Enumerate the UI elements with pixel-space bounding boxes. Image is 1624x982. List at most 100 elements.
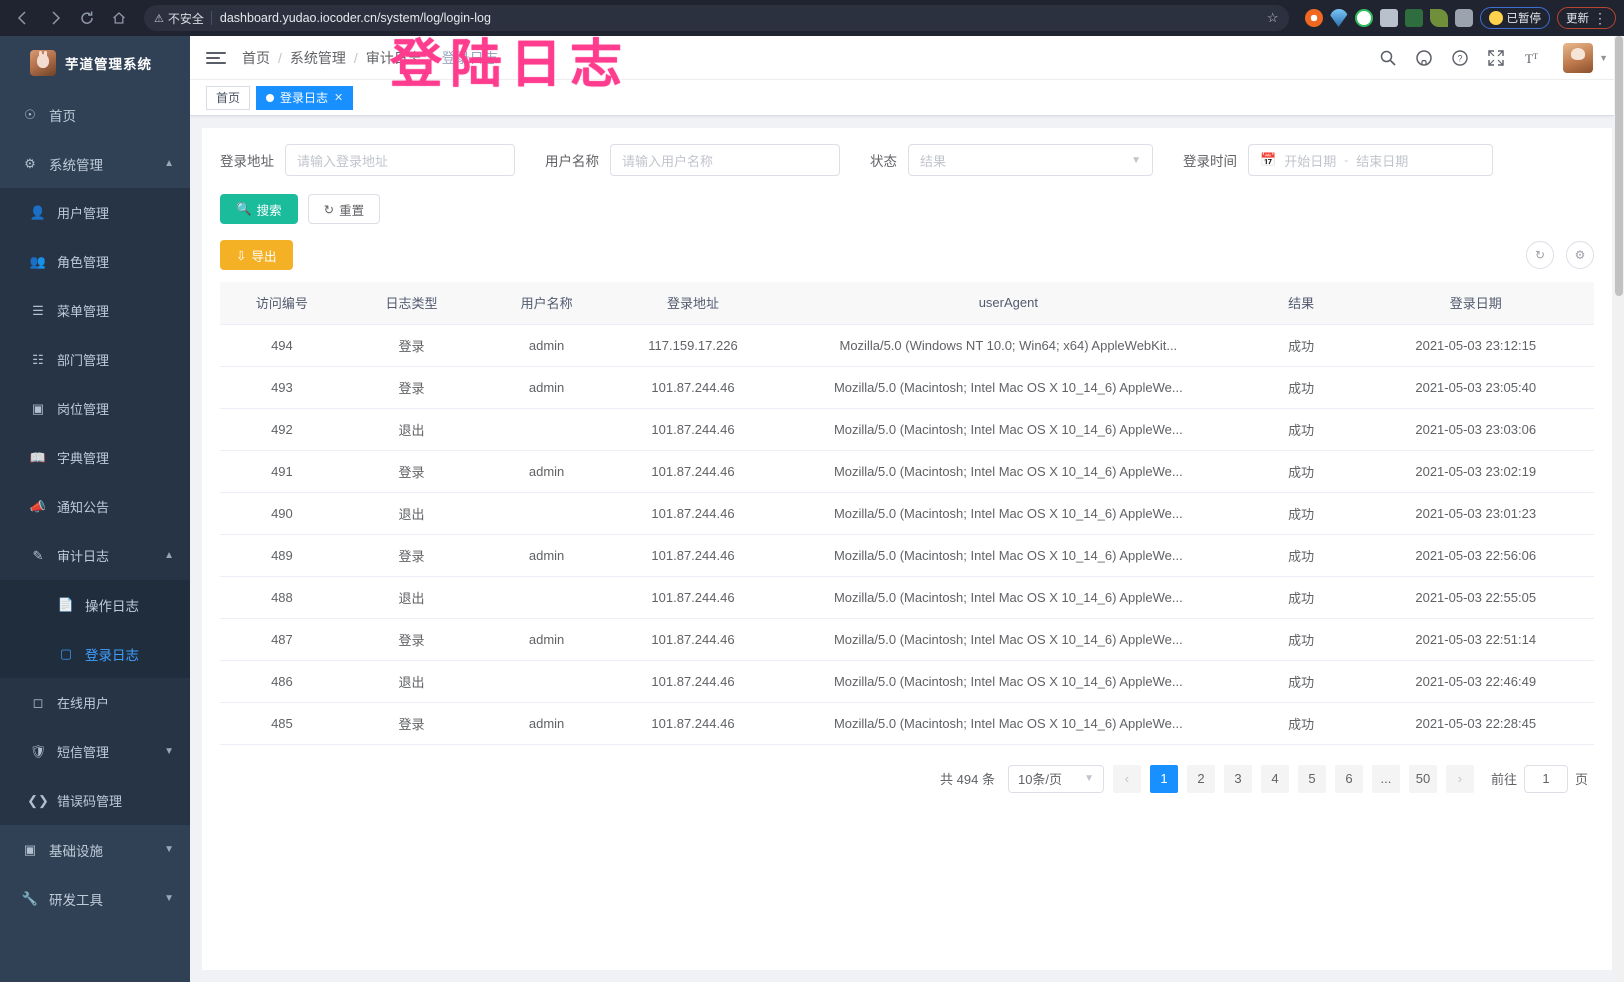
table-row[interactable]: 492 退出 101.87.244.46 Mozilla/5.0 (Macint… bbox=[220, 408, 1594, 451]
breadcrumb-item-audit[interactable]: 审计日志 bbox=[365, 49, 422, 66]
column-header-result[interactable]: 结果 bbox=[1244, 282, 1358, 325]
status-select[interactable]: 结果 ▼ bbox=[908, 144, 1153, 176]
breadcrumb-item-current: 登录日志 bbox=[441, 49, 498, 66]
brand-logo-row[interactable]: 芋道管理系统 bbox=[0, 36, 190, 90]
page-size-select[interactable]: 10条/页 ▼ bbox=[1007, 764, 1104, 793]
table-row[interactable]: 490 退出 101.87.244.46 Mozilla/5.0 (Macint… bbox=[220, 492, 1594, 535]
page-button-5[interactable]: 5 bbox=[1297, 764, 1326, 793]
page-button-2[interactable]: 2 bbox=[1186, 764, 1215, 793]
tab-label: 登录日志 bbox=[280, 91, 329, 105]
hamburger-icon[interactable] bbox=[206, 51, 226, 64]
forward-arrow-icon[interactable] bbox=[40, 3, 70, 33]
sidebar-item-error-code[interactable]: ❮❯ 错误码管理 bbox=[0, 776, 190, 825]
tab-login-log[interactable]: 登录日志 ✕ bbox=[256, 85, 354, 110]
sitemap-icon: ☷ bbox=[32, 351, 44, 367]
scrollbar-thumb[interactable] bbox=[1615, 36, 1623, 296]
github-icon[interactable] bbox=[1415, 49, 1433, 67]
login-address-input[interactable]: 请输入登录地址 bbox=[285, 144, 515, 176]
jump-page-input[interactable]: 1 bbox=[1523, 764, 1568, 793]
extension-leaf-icon[interactable] bbox=[1429, 9, 1448, 27]
sidebar-item-label: 系统管理 bbox=[49, 157, 103, 173]
fullscreen-icon[interactable] bbox=[1487, 49, 1505, 67]
browser-toolbar: ⚠ 不安全 dashboard.yudao.iocoder.cn/system/… bbox=[0, 0, 1624, 36]
update-chip[interactable]: 更新 ⋮ bbox=[1557, 7, 1616, 29]
extension-green-check-icon[interactable] bbox=[1354, 9, 1373, 27]
username-input[interactable]: 请输入用户名称 bbox=[610, 144, 840, 176]
address-bar[interactable]: ⚠ 不安全 dashboard.yudao.iocoder.cn/system/… bbox=[144, 5, 1289, 31]
extension-puzzle-icon[interactable] bbox=[1454, 9, 1473, 27]
reset-button[interactable]: ↻ 重置 bbox=[307, 194, 381, 224]
breadcrumb-item-home[interactable]: 首页 bbox=[242, 49, 270, 66]
sidebar-item-audit-log[interactable]: ✎ 审计日志 ▲ bbox=[0, 531, 190, 580]
column-header-ip[interactable]: 登录地址 bbox=[614, 282, 772, 325]
sidebar-item-notice[interactable]: 📣 通知公告 bbox=[0, 482, 190, 531]
extension-blue-doc-icon[interactable] bbox=[1379, 9, 1398, 27]
filter-form: 登录地址 请输入登录地址 用户名称 请输入用户名称 状态 bbox=[220, 144, 1594, 176]
star-icon[interactable]: ☆ bbox=[1266, 10, 1279, 25]
sidebar-item-sms-mgmt[interactable]: 🛡 短信管理 ▼ bbox=[0, 727, 190, 776]
back-arrow-icon[interactable] bbox=[8, 3, 38, 33]
sidebar-item-login-log[interactable]: ▢ 登录日志 bbox=[0, 629, 190, 678]
sidebar-item-role-mgmt[interactable]: 👥 角色管理 bbox=[0, 237, 190, 286]
table-row[interactable]: 489 登录 admin 101.87.244.46 Mozilla/5.0 (… bbox=[220, 534, 1594, 577]
table-row[interactable]: 493 登录 admin 101.87.244.46 Mozilla/5.0 (… bbox=[220, 366, 1594, 409]
search-button[interactable]: 🔍 搜索 bbox=[220, 194, 298, 224]
svg-text:T: T bbox=[1533, 52, 1538, 61]
sidebar-item-online-user[interactable]: ◻ 在线用户 bbox=[0, 678, 190, 727]
calendar-icon: 📅 bbox=[1260, 152, 1277, 167]
prev-page-button[interactable]: ‹ bbox=[1112, 764, 1141, 793]
reload-icon[interactable] bbox=[72, 3, 102, 33]
table-row[interactable]: 485 登录 admin 101.87.244.46 Mozilla/5.0 (… bbox=[220, 702, 1594, 745]
column-header-date[interactable]: 登录日期 bbox=[1357, 282, 1594, 325]
sidebar-item-dev-tools[interactable]: 🔧 研发工具 ▼ bbox=[0, 874, 190, 923]
home-icon[interactable] bbox=[104, 3, 134, 33]
settings-round-button[interactable]: ⚙ bbox=[1566, 241, 1594, 269]
page-button-4[interactable]: 4 bbox=[1260, 764, 1289, 793]
extension-diamond-icon[interactable] bbox=[1329, 9, 1348, 27]
sidebar-item-label: 通知公告 bbox=[57, 500, 110, 515]
page-ellipsis[interactable]: ... bbox=[1371, 764, 1400, 793]
sidebar-item-post-mgmt[interactable]: ▣ 岗位管理 bbox=[0, 384, 190, 433]
extension-bar: 已暂停 更新 ⋮ bbox=[1304, 7, 1616, 29]
table-row[interactable]: 488 退出 101.87.244.46 Mozilla/5.0 (Macint… bbox=[220, 576, 1594, 619]
page-button-50[interactable]: 50 bbox=[1408, 764, 1437, 793]
column-header-id[interactable]: 访问编号 bbox=[220, 282, 344, 325]
cell-id: 494 bbox=[220, 324, 344, 367]
extension-table-icon[interactable] bbox=[1404, 9, 1423, 27]
cell-result: 成功 bbox=[1244, 324, 1358, 367]
column-header-useragent[interactable]: userAgent bbox=[771, 282, 1245, 325]
table-row[interactable]: 486 退出 101.87.244.46 Mozilla/5.0 (Macint… bbox=[220, 660, 1594, 703]
export-button[interactable]: ⇩ 导出 bbox=[220, 240, 293, 270]
page-scrollbar[interactable] bbox=[1614, 36, 1624, 982]
table-row[interactable]: 491 登录 admin 101.87.244.46 Mozilla/5.0 (… bbox=[220, 450, 1594, 493]
login-time-daterange[interactable]: 📅 开始日期 - 结束日期 bbox=[1248, 144, 1493, 176]
column-header-type[interactable]: 日志类型 bbox=[343, 282, 480, 325]
sidebar-item-system[interactable]: ⚙ 系统管理 ▲ bbox=[0, 139, 190, 188]
sidebar-item-menu-mgmt[interactable]: ☰ 菜单管理 bbox=[0, 286, 190, 335]
paused-chip[interactable]: 已暂停 bbox=[1479, 7, 1550, 29]
sidebar-item-operate-log[interactable]: 📄 操作日志 bbox=[0, 580, 190, 629]
kebab-menu-icon[interactable]: ⋮ bbox=[1593, 10, 1607, 26]
avatar-menu[interactable]: ▼ bbox=[1563, 42, 1608, 73]
page-button-1[interactable]: 1 bbox=[1149, 764, 1178, 793]
tab-home[interactable]: 首页 bbox=[206, 85, 251, 110]
sidebar-item-user-mgmt[interactable]: 👤 用户管理 bbox=[0, 188, 190, 237]
help-circle-icon[interactable]: ? bbox=[1451, 49, 1469, 67]
search-icon[interactable] bbox=[1379, 49, 1397, 67]
sidebar-item-dept-mgmt[interactable]: ☷ 部门管理 bbox=[0, 335, 190, 384]
sidebar-item-home[interactable]: ☉ 首页 bbox=[0, 90, 190, 139]
close-icon[interactable]: ✕ bbox=[334, 92, 344, 104]
refresh-round-button[interactable]: ↻ bbox=[1526, 241, 1554, 269]
page-button-3[interactable]: 3 bbox=[1223, 764, 1252, 793]
breadcrumb-item-system[interactable]: 系统管理 bbox=[289, 49, 346, 66]
cell-ip: 101.87.244.46 bbox=[614, 450, 772, 493]
table-row[interactable]: 494 登录 admin 117.159.17.226 Mozilla/5.0 … bbox=[220, 324, 1594, 367]
sidebar-item-dict-mgmt[interactable]: 📖 字典管理 bbox=[0, 433, 190, 482]
extension-orange-icon[interactable] bbox=[1304, 9, 1323, 27]
column-header-user[interactable]: 用户名称 bbox=[479, 282, 615, 325]
next-page-button[interactable]: › bbox=[1445, 764, 1474, 793]
sidebar-item-infra[interactable]: ▣ 基础设施 ▼ bbox=[0, 825, 190, 874]
page-button-6[interactable]: 6 bbox=[1334, 764, 1363, 793]
table-row[interactable]: 487 登录 admin 101.87.244.46 Mozilla/5.0 (… bbox=[220, 618, 1594, 661]
